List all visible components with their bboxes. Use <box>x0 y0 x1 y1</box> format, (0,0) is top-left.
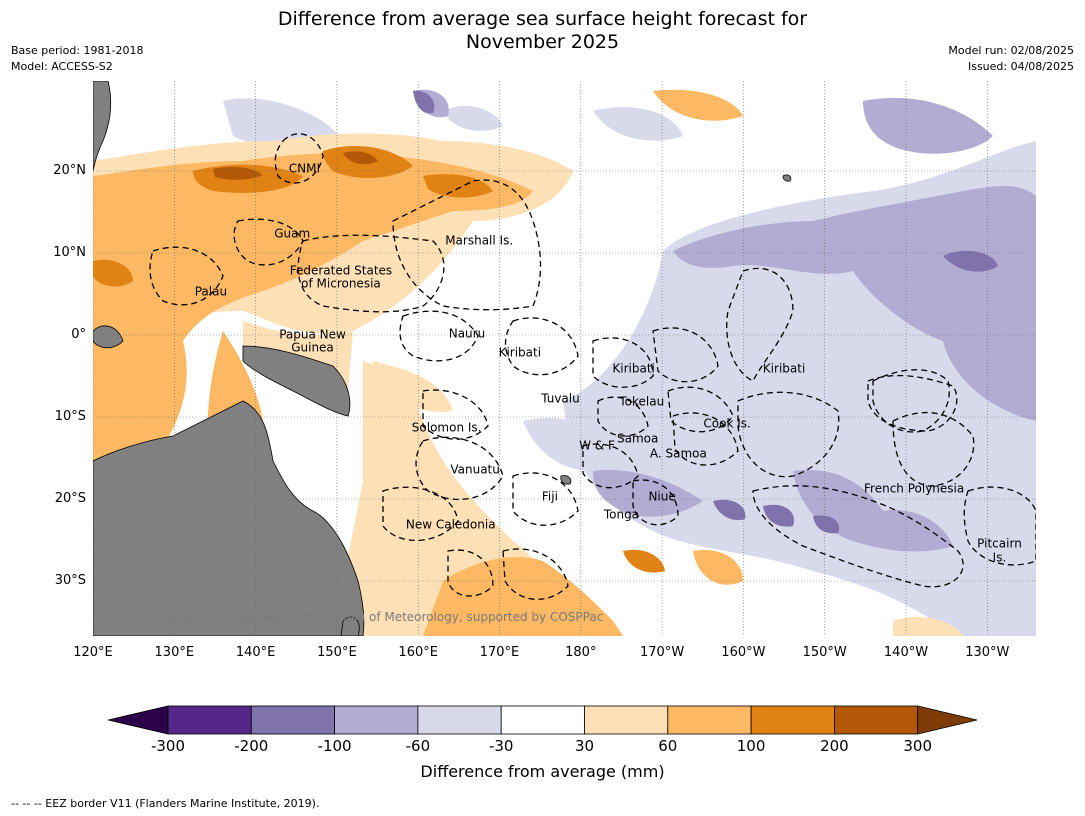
copyright-notice: © Commonwealth of Australia 2025, Bureau… <box>98 610 604 624</box>
philippines-landmass <box>93 81 112 172</box>
region-label: Kiribati <box>498 345 542 360</box>
longitude-tick-label: 160°E <box>398 645 438 660</box>
base-period: Base period: 1981-2018 <box>11 44 144 57</box>
latitude-tick-label: 10°N <box>53 245 86 260</box>
longitude-tick-label: 170°E <box>479 645 520 660</box>
region-label: Pitcairn <box>977 536 1022 551</box>
colorbar-tick-label: -60 <box>405 737 431 755</box>
eez-legend-note: -- -- -- EEZ border V11 (Flanders Marine… <box>11 797 320 810</box>
region-label: Guam <box>274 226 311 241</box>
map-title: Difference from average sea surface heig… <box>0 8 1085 54</box>
colorbar-tick-label: -300 <box>150 737 186 755</box>
colorbar-cell <box>834 705 919 735</box>
region-label: Nauru <box>448 326 486 341</box>
colorbar <box>108 705 978 735</box>
colorbar-tick-label: 200 <box>820 737 849 755</box>
new-guinea-landmass <box>242 345 351 417</box>
colorbar-tick-label: -100 <box>317 737 352 755</box>
longitude-tick-label: 150°W <box>802 645 847 660</box>
colorbar-tick-label: 300 <box>903 737 932 755</box>
region-label: Fiji <box>541 489 558 504</box>
colorbar-tick-label: -30 <box>488 737 514 755</box>
latitude-tick-label: 0° <box>71 327 86 342</box>
longitude-tick-label: 150°E <box>317 645 357 660</box>
region-label: Guinea <box>291 340 334 355</box>
region-label: Solomon Is. <box>411 420 482 435</box>
colorbar-cell <box>334 705 419 735</box>
latitude-tick-label: 20°N <box>53 163 86 178</box>
longitude-tick-label: 180° <box>565 645 597 660</box>
model-run: Model run: 02/08/2025 <box>948 44 1074 57</box>
longitude-tick-label: 120°E <box>73 645 113 660</box>
graticule <box>93 81 1036 636</box>
eez-borders <box>149 133 1036 600</box>
land <box>93 81 792 636</box>
colorbar-cell <box>250 705 336 735</box>
colorbar-cell <box>667 705 752 735</box>
colorbar-tick-label: 30 <box>574 737 595 755</box>
region-label: Tonga <box>603 507 640 522</box>
anomaly-band-minus-100-200 <box>413 90 998 534</box>
region-label: Samoa <box>617 431 659 446</box>
longitude-tick-label: 140°W <box>883 645 929 660</box>
region-label: Marshall Is. <box>445 233 514 248</box>
sea-surface-height-map <box>93 81 1036 636</box>
region-label: W & F <box>579 438 615 453</box>
region-label: of Micronesia <box>301 276 381 291</box>
longitude-tick-label: 130°W <box>965 645 1010 660</box>
meta-left: Base period: 1981-2018 Model: ACCESS-S2 <box>11 43 143 75</box>
region-label: Federated States <box>289 263 393 278</box>
region-label: Is. <box>992 550 1007 565</box>
model-name: Model: ACCESS-S2 <box>11 60 113 73</box>
new-zealand-tip <box>340 616 360 636</box>
region-label: Vanuatu <box>450 462 500 477</box>
meta-right: Model run: 02/08/2025 Issued: 04/08/2025 <box>948 43 1074 75</box>
map-canvas <box>93 81 1036 636</box>
colorbar-extend-high <box>917 705 978 735</box>
latitude-tick-label: 30°S <box>54 573 86 588</box>
region-label: CNMI <box>288 161 320 176</box>
colorbar-tick-label: 100 <box>736 737 766 755</box>
region-label: French Polynesia <box>864 481 965 496</box>
colorbar-tick-label: -200 <box>234 737 269 755</box>
region-label: Papua New <box>279 327 346 342</box>
colorbar-cell <box>500 705 585 735</box>
colorbar-cell <box>417 705 502 735</box>
region-label: Kiribati <box>612 361 655 376</box>
colorbar-tick-label: 60 <box>658 737 678 755</box>
title-line-1: Difference from average sea surface heig… <box>277 8 808 30</box>
region-label: A. Samoa <box>649 446 707 461</box>
colorbar-cell <box>167 705 252 735</box>
longitude-tick-label: 140°E <box>235 645 276 660</box>
colorbar-extend-low <box>108 705 169 735</box>
region-label: New Caledonia <box>405 517 496 532</box>
longitude-tick-label: 160°W <box>721 645 766 660</box>
longitude-tick-label: 170°W <box>640 645 685 660</box>
latitude-tick-label: 20°S <box>54 491 86 506</box>
issued-date: Issued: 04/08/2025 <box>967 60 1074 73</box>
latitude-tick-label: 10°S <box>54 409 86 424</box>
region-label: Niue <box>648 489 676 504</box>
colorbar-cell <box>584 705 669 735</box>
region-label: Palau <box>194 284 228 299</box>
region-label: Tuvalu <box>541 391 580 406</box>
colorbar-cell <box>750 705 835 735</box>
australia-landmass <box>93 400 365 636</box>
colorbar-title: Difference from average (mm) <box>420 762 665 781</box>
longitude-tick-label: 130°E <box>154 645 195 660</box>
region-label: Cook Is. <box>703 416 751 431</box>
region-label: Kiribati <box>762 361 806 376</box>
region-label: Tokelau <box>619 394 665 409</box>
title-line-2: November 2025 <box>465 31 620 53</box>
anomaly-band-plus-200-300 <box>213 151 378 180</box>
